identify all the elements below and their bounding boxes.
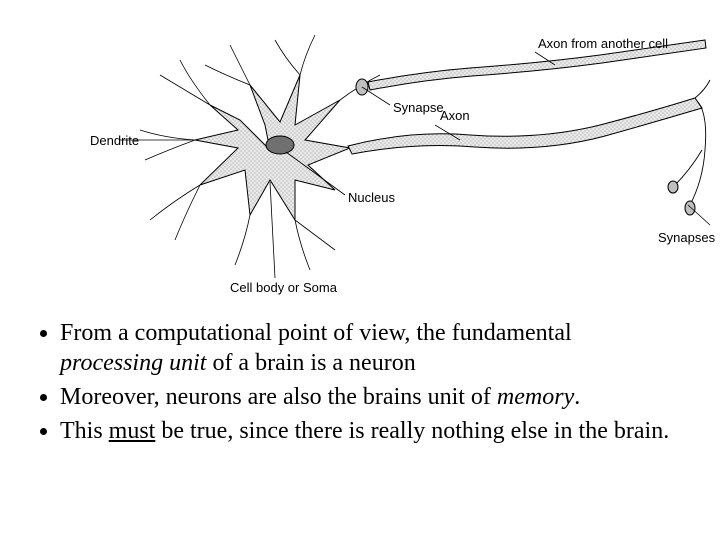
neuron-svg: Dendrite Synapse Axon from another cell …	[90, 20, 710, 310]
bullet-1: From a computational point of view, the …	[60, 318, 680, 378]
bullet-1-post: of a brain is a neuron	[206, 350, 415, 376]
bullet-2: Moreover, neurons are also the brains un…	[60, 382, 680, 412]
bullet-3-u: must	[109, 418, 156, 444]
neuron-diagram: Dendrite Synapse Axon from another cell …	[90, 20, 710, 310]
label-nucleus: Nucleus	[348, 190, 395, 205]
bullet-1-em: processing unit	[60, 350, 206, 376]
bullet-list: From a computational point of view, the …	[36, 318, 680, 450]
bullet-3-post: be true, since there is really nothing e…	[155, 418, 669, 444]
slide: Dendrite Synapse Axon from another cell …	[0, 0, 720, 540]
label-dendrite: Dendrite	[90, 133, 139, 148]
label-cellbody: Cell body or Soma	[230, 280, 338, 295]
synapse-knob-1	[685, 201, 695, 215]
bullet-2-pre: Moreover, neurons are also the brains un…	[60, 384, 497, 410]
bullet-1-pre: From a computational point of view, the …	[60, 320, 572, 346]
bullet-2-post: .	[574, 384, 580, 410]
label-synapses: Synapses	[658, 230, 716, 245]
label-synapse: Synapse	[393, 100, 444, 115]
nucleus	[266, 136, 294, 154]
bullet-2-em: memory	[497, 384, 574, 410]
bullet-3: This must be true, since there is really…	[60, 416, 680, 446]
label-leaders	[120, 52, 710, 278]
label-axon: Axon	[440, 108, 470, 123]
bullet-3-pre: This	[60, 418, 109, 444]
label-axon-other: Axon from another cell	[538, 36, 668, 51]
synapse-knob-2	[668, 181, 678, 193]
